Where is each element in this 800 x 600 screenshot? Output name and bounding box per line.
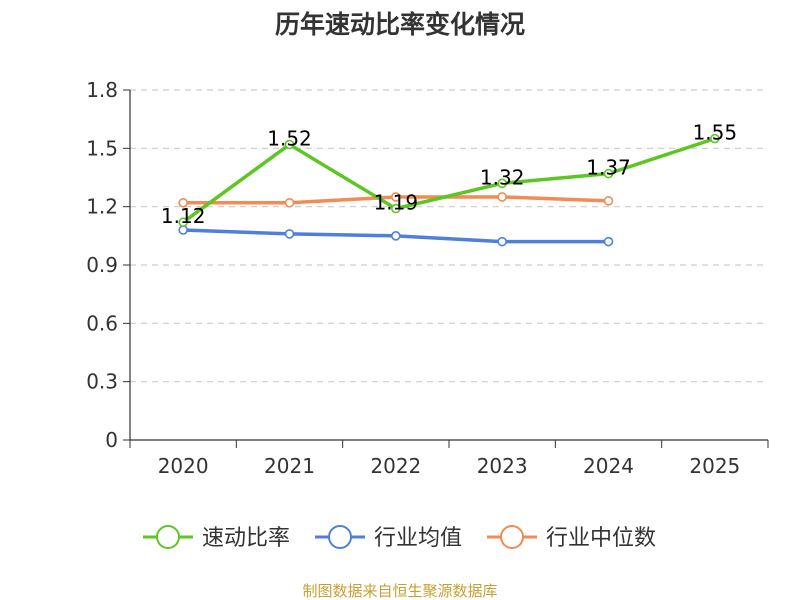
data-label: 1.52 [267, 126, 312, 150]
data-point [284, 197, 295, 208]
legend-label: 速动比率 [202, 526, 290, 551]
data-point [497, 178, 507, 189]
y-tick-label: 0 [105, 428, 118, 452]
y-tick-label: 1.8 [86, 78, 118, 102]
source-footer: 制图数据来自恒生聚源数据库 [302, 582, 497, 600]
data-point [603, 236, 614, 247]
y-tick-label: 1.2 [86, 195, 118, 219]
data-point [391, 231, 401, 241]
data-label: 1.55 [693, 121, 738, 145]
y-tick-label: 0.3 [86, 370, 118, 394]
data-point [497, 192, 507, 202]
legend-label: 行业均值 [374, 526, 462, 551]
series-line [181, 136, 717, 224]
legend-label: 行业中位数 [546, 526, 656, 551]
legend-item[interactable]: 行业中位数 [487, 525, 656, 551]
data-point [178, 197, 188, 208]
y-tick-label: 0.9 [86, 253, 118, 277]
data-point [710, 133, 720, 144]
legend: 速动比率 行业均值 行业中位数 [143, 525, 656, 551]
data-point [178, 217, 188, 228]
data-labels: 1.12 1.52 1.19 1.32 1.37 1.55 [161, 121, 737, 229]
data-point [391, 203, 401, 214]
legend-marker [156, 525, 180, 549]
data-point [284, 229, 295, 239]
legend-marker [328, 525, 352, 549]
grid-lines [130, 89, 768, 383]
x-tick-label: 2024 [583, 454, 634, 478]
data-point [497, 236, 507, 247]
y-tick-label: 1.5 [86, 136, 118, 160]
legend-item[interactable]: 速动比率 [143, 525, 290, 551]
series-layer [178, 133, 720, 247]
legend-marker [500, 525, 524, 549]
x-tick-label: 2025 [689, 454, 740, 478]
y-tick-label: 0.6 [86, 311, 118, 335]
x-tick-label: 2023 [477, 454, 528, 478]
axes: 0 0.3 0.6 0.9 1.2 1.5 1.8 2020 2021 2022 2023 2024 2… [86, 78, 769, 478]
chart-title: 历年速动比率变化情况 [275, 10, 525, 39]
data-label: 1.32 [480, 165, 525, 189]
data-label: 1.37 [586, 156, 631, 180]
data-point [603, 196, 614, 206]
data-label: 1.12 [161, 204, 206, 228]
data-point [603, 168, 614, 179]
data-point [284, 139, 295, 150]
legend-item[interactable]: 行业均值 [315, 525, 462, 551]
data-label: 1.19 [374, 191, 419, 215]
x-tick-label: 2020 [158, 454, 209, 478]
x-tick-label: 2021 [264, 454, 315, 478]
x-tick-label: 2022 [370, 454, 421, 478]
data-point [391, 192, 401, 202]
